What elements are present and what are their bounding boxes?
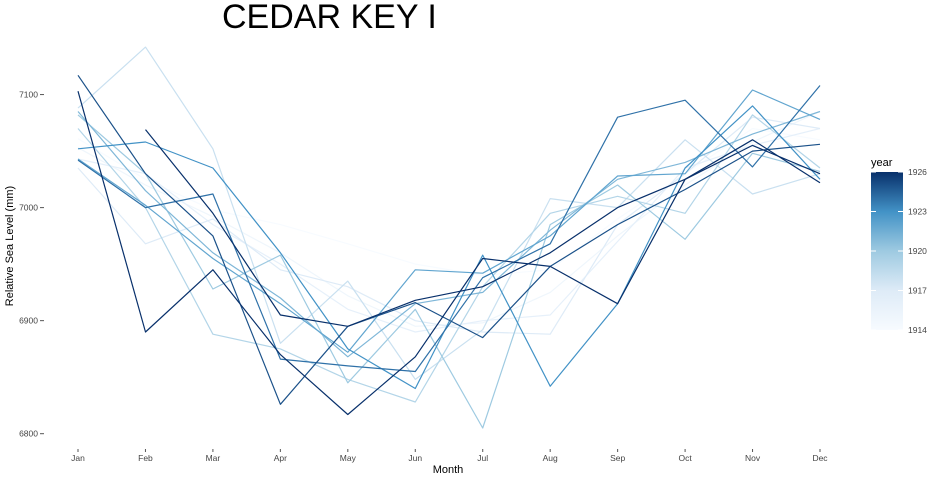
x-tick-label: Sep (610, 453, 625, 463)
colorbar-tick-label: 1926 (908, 167, 927, 177)
series-layer (77, 46, 821, 429)
x-tick-label: Apr (274, 453, 287, 463)
x-tick-label: Aug (543, 453, 558, 463)
x-tick-label: Feb (138, 453, 153, 463)
x-axis-label: Month (433, 464, 464, 476)
x-tick-label: Oct (678, 453, 692, 463)
colorbar-tick-label: 1923 (908, 207, 927, 217)
series-line (77, 89, 821, 353)
chart-title: CEDAR KEY I (222, 0, 437, 36)
x-tick-label: May (340, 453, 357, 463)
colorbar-legend: year 1914 1917 1920 1923 1926 (871, 157, 927, 335)
series-line (77, 74, 821, 405)
colorbar-ticks: 1914 1917 1920 1923 1926 (871, 167, 927, 335)
x-tick-label: Jul (477, 453, 488, 463)
y-axis-label: Relative Sea Level (mm) (4, 186, 16, 306)
y-tick-label: 7000 (19, 203, 38, 213)
colorbar-tick-label: 1917 (908, 286, 927, 296)
series-line (145, 129, 821, 327)
y-tick-label: 6800 (19, 429, 38, 439)
series-line (77, 91, 821, 416)
colorbar-tick-label: 1920 (908, 246, 927, 256)
x-tick-label: Jun (408, 453, 422, 463)
x-tick-label: Jan (71, 453, 85, 463)
series-line (77, 114, 821, 429)
x-tick-label: Nov (745, 453, 761, 463)
series-line (77, 85, 821, 373)
series-line (77, 105, 821, 390)
colorbar-tick-label: 1914 (908, 325, 927, 335)
y-tick-label: 7100 (19, 90, 38, 100)
x-tick-label: Dec (812, 453, 828, 463)
series-line (77, 114, 821, 403)
y-axis: 6800 6900 7000 7100 (19, 90, 44, 439)
colorbar (871, 172, 903, 330)
x-axis: Jan Feb Mar Apr May Jun Jul Aug Sep Oct Nov Dec (71, 449, 828, 463)
series-line (77, 46, 821, 380)
x-tick-label: Mar (206, 453, 221, 463)
y-tick-label: 6900 (19, 316, 38, 326)
series-line (77, 116, 821, 335)
series-line (77, 127, 821, 276)
legend-title: year (871, 157, 893, 169)
